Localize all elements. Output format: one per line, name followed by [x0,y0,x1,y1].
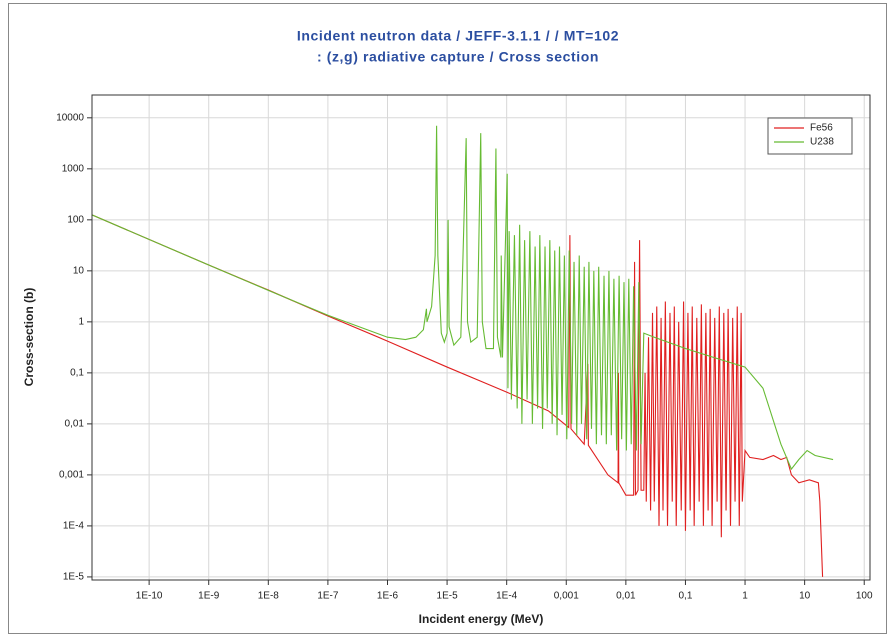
x-tick-label: 1E-5 [437,591,459,602]
axes: 1E-10 1E-9 1E-8 1E-7 1E-6 1E-5 1E-4 0,001 0,01 0,… [56,112,873,601]
y-tick-label: 1E-4 [63,521,85,532]
x-tick-label: 1E-8 [258,591,280,602]
grid [92,95,870,580]
legend-label: U238 [810,137,834,148]
y-tick-label: 0,1 [70,368,84,379]
series-line [92,125,834,471]
x-tick-label: 100 [856,591,873,602]
plot-area [92,125,834,577]
y-tick-label: 1000 [62,163,85,174]
x-tick-label: 10 [799,591,811,602]
x-tick-label: 1E-4 [496,591,518,602]
chart-title: Incident neutron data / JEFF-3.1.1 / / M… [297,28,619,44]
x-tick-label: 1E-6 [377,591,399,602]
x-tick-label: 0,1 [678,591,692,602]
y-tick-label: 10000 [56,112,84,123]
legend-label: Fe56 [810,123,833,134]
x-tick-label: 1E-10 [136,591,163,602]
y-tick-label: 1 [78,316,84,327]
legend: Fe56 U238 [767,117,853,155]
series-line [92,214,824,577]
legend-box [767,117,853,155]
x-axis-label: Incident energy (MeV) [419,612,544,626]
y-tick-label: 100 [67,214,84,225]
y-tick-label: 1E-5 [63,572,85,583]
y-tick-label: 0,01 [65,419,85,430]
y-tick-label: 0,001 [59,470,84,481]
plot-frame [91,94,871,581]
x-tick-label: 0,01 [616,591,636,602]
x-tick-label: 0,001 [554,591,579,602]
y-axis-label: Cross-section (b) [22,288,36,387]
y-tick-label: 10 [73,265,85,276]
x-tick-label: 1E-7 [317,591,339,602]
chart-title: : (z,g) radiative capture / Cross sectio… [317,49,599,65]
x-tick-label: 1E-9 [198,591,220,602]
x-tick-label: 1 [742,591,748,602]
